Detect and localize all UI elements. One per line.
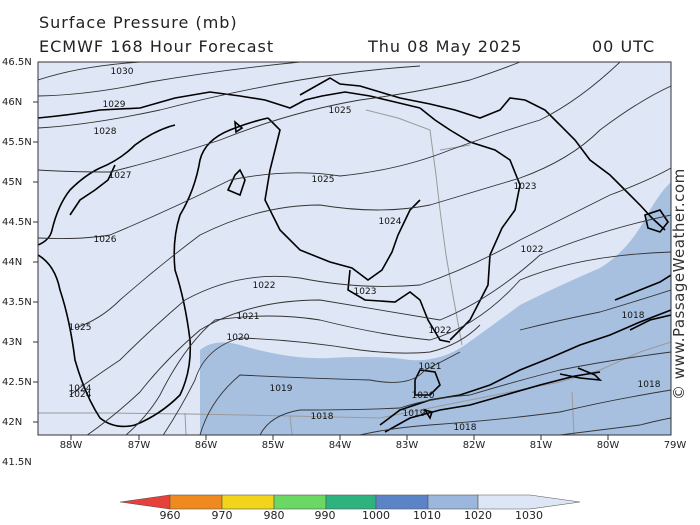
colorbar-label: 970	[211, 509, 233, 522]
lon-label: 82W	[462, 440, 486, 451]
isobar-label: 1018	[622, 311, 645, 321]
isobar-label: 1018	[638, 380, 661, 390]
isobar-label: 1029	[103, 100, 126, 110]
lon-label: 83W	[395, 440, 419, 451]
isobar-label: 1018	[311, 412, 334, 422]
isobar-label: 1020	[412, 391, 435, 401]
isobar-label: 1025	[312, 175, 335, 185]
lon-label: 85W	[261, 440, 285, 451]
colorbar-segment	[477, 494, 581, 510]
colorbar-segment	[375, 494, 429, 510]
isobar-label: 1021	[237, 312, 260, 322]
isobar-label: 1028	[94, 127, 117, 137]
isobar-label: 1025	[329, 106, 352, 116]
colorbar-segment	[273, 494, 327, 510]
isobar-label: 1022	[521, 245, 544, 255]
credit-watermark: © www.PassageWeather.com	[670, 168, 688, 400]
lat-label: 45N	[2, 177, 23, 188]
colorbar-segment	[325, 494, 377, 510]
isobar-label: 1023	[354, 287, 377, 297]
isobar-label: 1030	[111, 67, 134, 77]
model-label: ECMWF 168 Hour Forecast	[39, 37, 275, 56]
colorbar-label: 960	[159, 509, 181, 522]
isobar-label: 1022	[429, 326, 452, 336]
isobar-label: 1021	[419, 362, 442, 372]
lon-label: 79W	[663, 440, 687, 451]
lat-label: 44.5N	[2, 217, 32, 228]
lat-label: 45.5N	[2, 137, 32, 148]
isobar-label: 1022	[253, 281, 276, 291]
colorbar-label: 990	[314, 509, 336, 522]
coastlines	[38, 77, 671, 433]
colorbar-segment	[221, 494, 275, 510]
lat-label: 46.5N	[2, 57, 32, 68]
map-frame	[37, 61, 672, 436]
colorbar-label: 1000	[362, 509, 390, 522]
political-borders	[38, 109, 671, 435]
lon-label: 87W	[127, 440, 151, 451]
lat-label: 41.5N	[2, 457, 32, 468]
isobar-label: 1024	[69, 390, 92, 400]
lat-label: 43.5N	[2, 297, 32, 308]
lat-label: 42N	[2, 417, 23, 428]
isobar-label: 1024	[69, 384, 92, 394]
lon-label: 81W	[529, 440, 553, 451]
lat-label: 42.5N	[2, 377, 32, 388]
colorbar-segment	[427, 494, 479, 510]
colorbar-label: 1020	[464, 509, 492, 522]
lat-label: 46N	[2, 97, 23, 108]
isobar-label: 1019	[403, 409, 426, 419]
isobar-label: 1020	[227, 333, 250, 343]
isobar-label: 1025	[69, 323, 92, 333]
isobar-label: 1024	[379, 217, 402, 227]
isobars	[38, 62, 671, 435]
lon-label: 88W	[59, 440, 83, 451]
isobar-label: 1027	[109, 171, 132, 181]
lon-label: 84W	[328, 440, 352, 451]
lat-label: 44N	[2, 257, 23, 268]
lon-label: 80W	[596, 440, 620, 451]
colorbar	[119, 494, 581, 510]
colorbar-segment	[169, 494, 223, 510]
colorbar-label: 980	[263, 509, 285, 522]
valid-time: 00 UTC	[592, 37, 656, 56]
isobar-labels: 1030 1029 1028 1027 1026 1025 1025 1025 …	[69, 67, 661, 433]
isobar-label: 1018	[454, 423, 477, 433]
colorbar-segment	[119, 494, 171, 510]
map-title: Surface Pressure (mb)	[39, 13, 238, 32]
axis-ticks	[33, 101, 609, 440]
lon-label: 86W	[194, 440, 218, 451]
lat-label: 43N	[2, 337, 23, 348]
isobar-label: 1023	[514, 182, 537, 192]
valid-date: Thu 08 May 2025	[368, 37, 523, 56]
colorbar-label: 1030	[515, 509, 543, 522]
colorbar-label: 1010	[413, 509, 441, 522]
isobar-label: 1019	[270, 384, 293, 394]
isobar-label: 1026	[94, 235, 117, 245]
